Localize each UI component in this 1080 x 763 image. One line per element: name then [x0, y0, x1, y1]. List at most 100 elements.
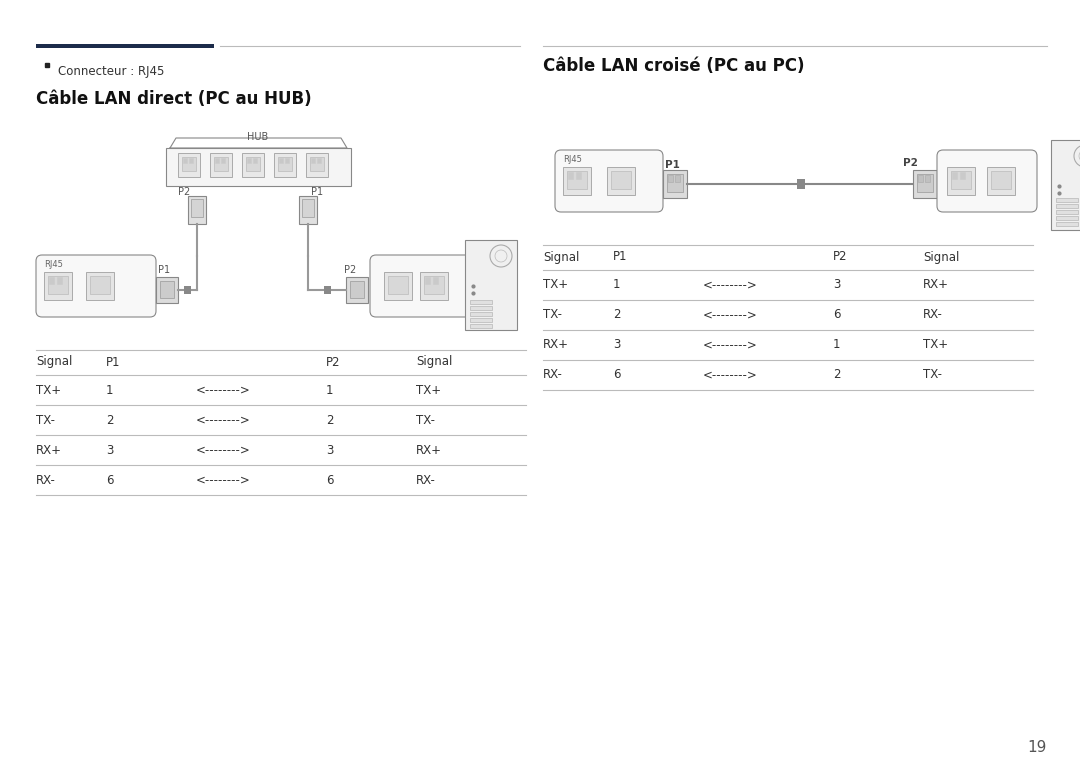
Bar	[470, 318, 492, 322]
Bar	[49, 277, 54, 284]
Text: RX-: RX-	[543, 369, 563, 382]
Bar	[424, 276, 444, 294]
Bar	[285, 158, 289, 163]
Bar	[667, 174, 683, 192]
Text: <-------->: <-------->	[195, 384, 251, 397]
Text: <-------->: <-------->	[703, 308, 758, 321]
Bar	[253, 158, 257, 163]
Text: P1: P1	[665, 160, 680, 170]
Text: RX+: RX+	[36, 443, 62, 456]
Text: Câble LAN direct (PC au HUB): Câble LAN direct (PC au HUB)	[36, 90, 312, 108]
Bar	[1051, 140, 1080, 230]
Bar	[178, 153, 200, 177]
Text: 3: 3	[106, 443, 113, 456]
Text: 3: 3	[613, 339, 620, 352]
Bar	[669, 175, 673, 182]
Bar	[663, 170, 687, 198]
Bar	[420, 272, 448, 300]
Bar	[567, 171, 588, 189]
Bar	[465, 240, 517, 330]
Bar	[913, 170, 937, 198]
Text: TX+: TX+	[416, 384, 441, 397]
Text: HUB: HUB	[247, 132, 269, 142]
Text: 1: 1	[326, 384, 334, 397]
Bar	[156, 277, 178, 303]
Bar	[917, 174, 933, 192]
Text: Câble LAN croisé (PC au PC): Câble LAN croisé (PC au PC)	[543, 57, 805, 75]
Bar	[576, 172, 581, 179]
Text: 6: 6	[106, 474, 113, 487]
Bar	[563, 167, 591, 195]
Text: <-------->: <-------->	[703, 339, 758, 352]
Text: TX-: TX-	[36, 414, 55, 427]
Bar	[221, 158, 225, 163]
Text: P2: P2	[178, 187, 190, 197]
Text: 3: 3	[833, 278, 840, 291]
Text: 2: 2	[833, 369, 840, 382]
Text: 2: 2	[326, 414, 334, 427]
Bar	[1056, 210, 1078, 214]
Bar	[991, 171, 1011, 189]
FancyBboxPatch shape	[36, 255, 156, 317]
Bar	[384, 272, 411, 300]
Bar	[470, 312, 492, 316]
Text: P1: P1	[311, 187, 323, 197]
Bar	[1056, 204, 1078, 208]
Text: <-------->: <-------->	[703, 278, 758, 291]
Bar	[960, 172, 966, 179]
Bar	[1056, 198, 1078, 202]
Bar	[470, 324, 492, 328]
Bar	[310, 157, 324, 171]
Bar	[274, 153, 296, 177]
Text: Connecteur : RJ45: Connecteur : RJ45	[58, 66, 164, 79]
Text: 2: 2	[106, 414, 113, 427]
Text: 6: 6	[833, 308, 840, 321]
Text: 19: 19	[1028, 740, 1047, 755]
Bar	[433, 277, 438, 284]
Text: 1: 1	[613, 278, 621, 291]
Bar	[797, 179, 805, 189]
Text: <-------->: <-------->	[703, 369, 758, 382]
Text: TX+: TX+	[36, 384, 62, 397]
Text: P2: P2	[345, 265, 356, 275]
Bar	[57, 277, 62, 284]
Bar	[1056, 222, 1078, 226]
Text: <-------->: <-------->	[195, 414, 251, 427]
Bar	[90, 276, 110, 294]
Bar	[278, 157, 292, 171]
Text: P1: P1	[106, 356, 121, 369]
Text: 1: 1	[106, 384, 113, 397]
Bar	[242, 153, 264, 177]
Text: P2: P2	[903, 158, 918, 168]
Text: 3: 3	[326, 443, 334, 456]
Bar	[388, 276, 408, 294]
Text: TX-: TX-	[923, 369, 942, 382]
Bar	[951, 171, 971, 189]
Bar	[215, 158, 219, 163]
Bar	[675, 175, 680, 182]
Bar	[318, 158, 321, 163]
Text: P2: P2	[833, 250, 848, 263]
Text: 2: 2	[613, 308, 621, 321]
FancyBboxPatch shape	[937, 150, 1037, 212]
Text: TX+: TX+	[923, 339, 948, 352]
Text: Signal: Signal	[416, 356, 453, 369]
Bar	[350, 281, 364, 298]
Bar	[947, 167, 975, 195]
Text: RX-: RX-	[36, 474, 56, 487]
Bar	[470, 306, 492, 310]
Bar	[188, 196, 206, 224]
Bar	[299, 196, 318, 224]
Bar	[302, 199, 314, 217]
Text: Signal: Signal	[36, 356, 72, 369]
Bar	[324, 286, 330, 294]
Text: P2: P2	[326, 356, 340, 369]
Bar	[918, 175, 923, 182]
Bar	[166, 148, 351, 186]
Bar	[86, 272, 114, 300]
Text: Signal: Signal	[543, 250, 579, 263]
Bar	[611, 171, 631, 189]
Bar	[214, 157, 228, 171]
Bar	[426, 277, 430, 284]
Text: RX+: RX+	[923, 278, 949, 291]
